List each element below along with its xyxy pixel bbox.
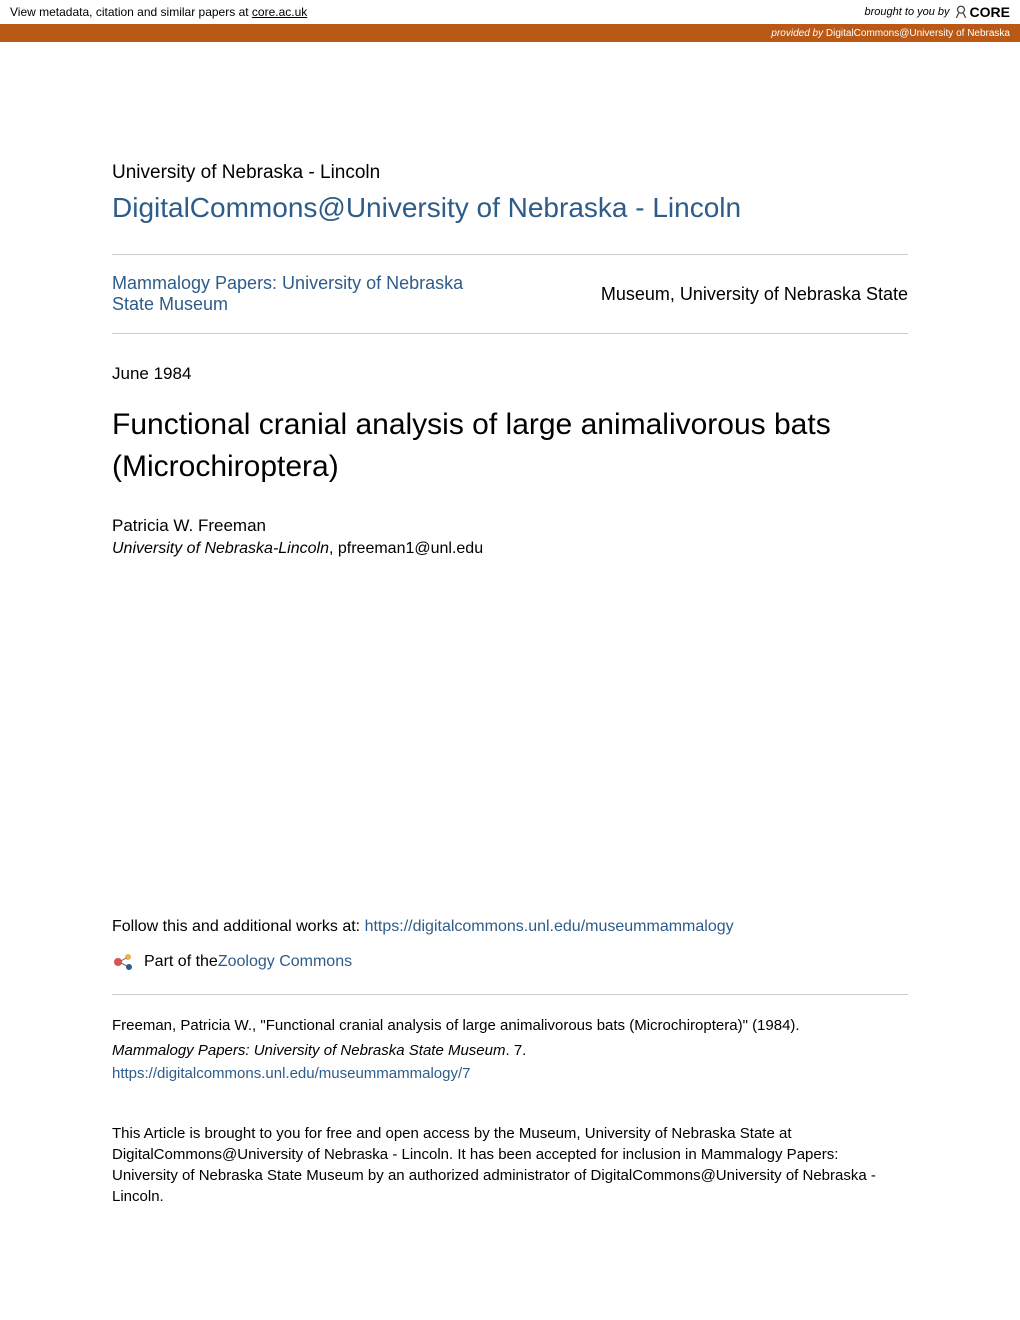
part-of-row: Part of the Zoology Commons	[112, 950, 908, 974]
citation-line1: Freeman, Patricia W., "Functional crania…	[112, 1015, 908, 1036]
divider-mid	[112, 333, 908, 334]
brought-to-you-text: brought to you by	[865, 6, 950, 18]
orange-bar-text: provided by DigitalCommons@University of…	[771, 28, 1010, 39]
content-area: University of Nebraska - Lincoln Digital…	[0, 42, 1020, 1247]
author-affiliation: University of Nebraska-Lincoln, pfreeman…	[112, 540, 908, 558]
follow-prefix: Follow this and additional works at:	[112, 918, 365, 935]
author-email: , pfreeman1@unl.edu	[329, 540, 483, 557]
collection-left-link[interactable]: Mammalogy Papers: University of Nebraska…	[112, 273, 510, 315]
provided-by-link[interactable]: DigitalCommons@University of Nebraska	[826, 28, 1010, 39]
citation-url-link[interactable]: https://digitalcommons.unl.edu/museummam…	[112, 1065, 471, 1082]
repository-name-link[interactable]: DigitalCommons@University of Nebraska - …	[112, 192, 908, 224]
divider-bottom	[112, 994, 908, 995]
provided-by-prefix: provided by	[771, 28, 825, 39]
follow-text: Follow this and additional works at: htt…	[112, 918, 908, 936]
author-institution: University of Nebraska-Lincoln	[112, 540, 329, 557]
divider-top	[112, 254, 908, 255]
collection-right-link[interactable]: Museum, University of Nebraska State	[601, 284, 908, 305]
citation-number: . 7.	[505, 1042, 526, 1059]
zoology-commons-link[interactable]: Zoology Commons	[218, 953, 352, 971]
core-banner-right: brought to you by CORE	[865, 4, 1010, 20]
follow-section: Follow this and additional works at: htt…	[112, 918, 908, 1207]
core-logo[interactable]: CORE	[954, 4, 1010, 20]
orange-bar: provided by DigitalCommons@University of…	[0, 24, 1020, 42]
core-banner-left: View metadata, citation and similar pape…	[10, 5, 307, 19]
footer-text: This Article is brought to you for free …	[112, 1123, 908, 1207]
core-logo-icon	[954, 5, 968, 19]
network-icon	[112, 950, 136, 974]
citation-journal: Mammalogy Papers: University of Nebraska…	[112, 1042, 505, 1059]
collection-row: Mammalogy Papers: University of Nebraska…	[112, 273, 908, 315]
core-uk-link[interactable]: core.ac.uk	[252, 5, 307, 19]
core-banner: View metadata, citation and similar pape…	[0, 0, 1020, 24]
publication-date: June 1984	[112, 364, 908, 384]
institution-name: University of Nebraska - Lincoln	[112, 162, 908, 184]
citation-section: Freeman, Patricia W., "Functional crania…	[112, 1015, 908, 1083]
author-name: Patricia W. Freeman	[112, 516, 908, 536]
part-of-prefix: Part of the	[144, 953, 218, 971]
article-title: Functional cranial analysis of large ani…	[112, 404, 908, 488]
core-logo-text: CORE	[970, 4, 1010, 20]
follow-url-link[interactable]: https://digitalcommons.unl.edu/museummam…	[365, 918, 734, 935]
core-banner-prefix: View metadata, citation and similar pape…	[10, 5, 252, 19]
citation-line2: Mammalogy Papers: University of Nebraska…	[112, 1040, 908, 1061]
